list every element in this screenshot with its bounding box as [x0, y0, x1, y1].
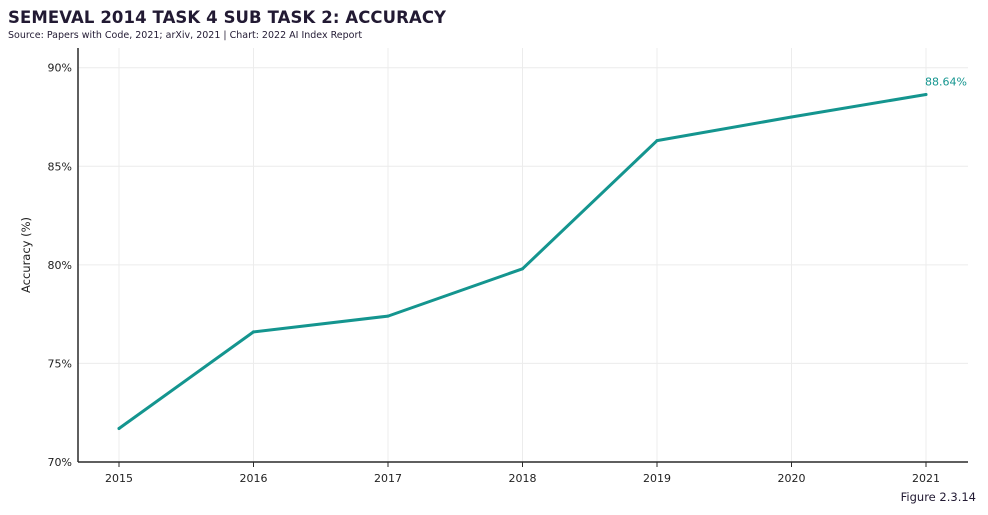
axes: [77, 48, 968, 467]
y-tick-label: 70%: [48, 456, 72, 469]
labels-layer: 70% 75% 80% 85% 90% 2015 2016 2017 2018 2019 2020 2…: [19, 62, 967, 485]
data-point: [924, 93, 928, 97]
x-tick-label: 2019: [643, 472, 671, 485]
x-tick-label: 2015: [105, 472, 133, 485]
y-tick-label: 90%: [48, 62, 72, 75]
chart-title: SEMEVAL 2014 TASK 4 SUB TASK 2: ACCURACY: [8, 8, 447, 27]
chart-source: Source: Papers with Code, 2021; arXiv, 2…: [8, 30, 363, 41]
x-tick-label: 2018: [509, 472, 537, 485]
data-point: [386, 314, 390, 318]
y-tick-label: 85%: [48, 160, 72, 173]
x-tick-label: 2017: [374, 472, 402, 485]
series-layer: [117, 93, 928, 430]
data-point: [521, 267, 524, 271]
y-axis-title: Accuracy (%): [19, 217, 33, 293]
data-label-last: 88.64%: [925, 76, 967, 89]
y-tick-label: 75%: [48, 357, 72, 370]
y-tick-label: 80%: [48, 259, 72, 272]
x-tick-label: 2021: [912, 472, 940, 485]
figure-label: Figure 2.3.14: [900, 490, 976, 504]
data-point: [655, 139, 659, 143]
x-tick-label: 2020: [778, 472, 806, 485]
data-point: [790, 115, 793, 119]
x-tick-label: 2016: [240, 472, 268, 485]
data-point: [117, 426, 121, 430]
data-point: [252, 330, 255, 334]
